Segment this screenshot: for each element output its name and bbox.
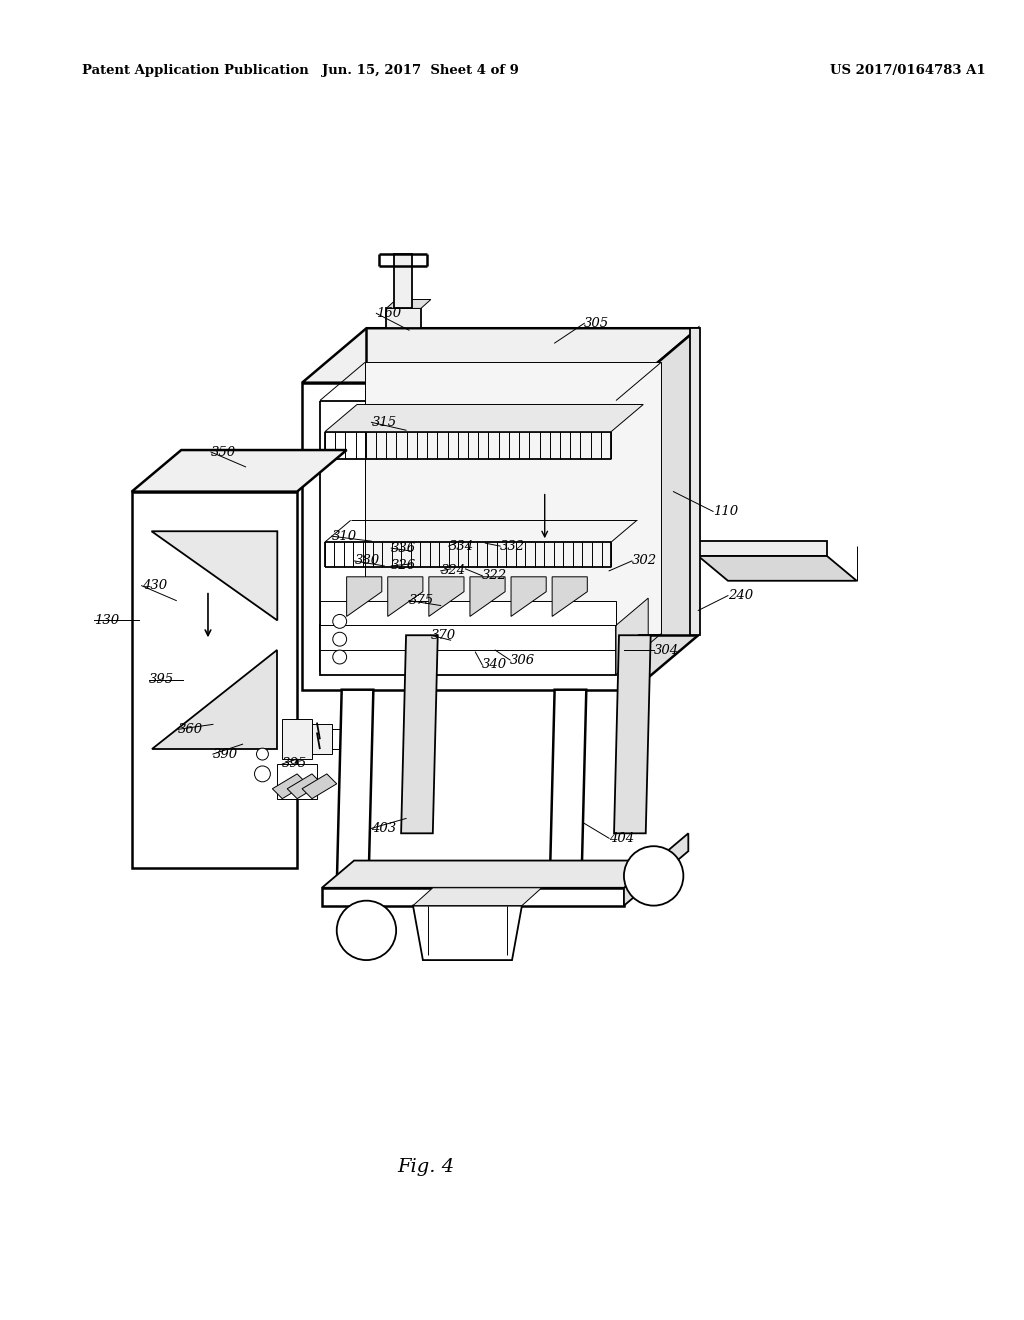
Bar bbox=[386, 309, 421, 329]
Polygon shape bbox=[413, 906, 522, 960]
Text: 390: 390 bbox=[213, 747, 238, 760]
Polygon shape bbox=[337, 690, 374, 888]
Circle shape bbox=[256, 748, 268, 760]
Bar bbox=[639, 635, 648, 690]
Bar bbox=[690, 329, 700, 635]
Text: 160: 160 bbox=[377, 306, 401, 319]
Text: 360: 360 bbox=[178, 723, 204, 735]
Polygon shape bbox=[386, 300, 431, 309]
Polygon shape bbox=[552, 577, 588, 616]
Text: 334: 334 bbox=[449, 540, 474, 553]
Polygon shape bbox=[429, 577, 464, 616]
Polygon shape bbox=[624, 833, 688, 906]
Text: 310: 310 bbox=[332, 529, 357, 543]
Polygon shape bbox=[302, 774, 337, 799]
Polygon shape bbox=[365, 363, 662, 634]
Polygon shape bbox=[698, 541, 827, 556]
Text: Fig. 4: Fig. 4 bbox=[397, 1158, 455, 1176]
Text: 332: 332 bbox=[500, 540, 525, 553]
Bar bbox=[278, 764, 316, 799]
Text: 395: 395 bbox=[148, 673, 174, 686]
Text: Jun. 15, 2017  Sheet 4 of 9: Jun. 15, 2017 Sheet 4 of 9 bbox=[323, 65, 519, 78]
Polygon shape bbox=[302, 383, 634, 690]
Polygon shape bbox=[322, 861, 656, 888]
Text: US 2017/0164783 A1: US 2017/0164783 A1 bbox=[829, 65, 985, 78]
Bar bbox=[283, 719, 312, 759]
Polygon shape bbox=[511, 577, 546, 616]
Bar bbox=[319, 601, 616, 626]
Polygon shape bbox=[325, 404, 643, 432]
Circle shape bbox=[255, 766, 270, 781]
Polygon shape bbox=[152, 531, 278, 620]
Text: 430: 430 bbox=[141, 579, 167, 593]
Text: 306: 306 bbox=[510, 653, 536, 667]
Circle shape bbox=[624, 846, 683, 906]
Text: 336: 336 bbox=[391, 541, 417, 554]
Polygon shape bbox=[470, 577, 505, 616]
Bar bbox=[312, 725, 332, 754]
Bar bbox=[319, 626, 616, 675]
Text: 322: 322 bbox=[482, 569, 508, 582]
Polygon shape bbox=[616, 598, 648, 675]
Text: 110: 110 bbox=[713, 506, 738, 517]
Polygon shape bbox=[152, 649, 278, 750]
Text: Patent Application Publication: Patent Application Publication bbox=[82, 65, 309, 78]
Polygon shape bbox=[302, 329, 698, 383]
Bar bbox=[394, 253, 412, 309]
Text: 326: 326 bbox=[391, 560, 417, 573]
Text: 380: 380 bbox=[354, 554, 380, 568]
Text: 350: 350 bbox=[211, 446, 237, 458]
Circle shape bbox=[337, 900, 396, 960]
Text: 404: 404 bbox=[609, 832, 634, 845]
Polygon shape bbox=[698, 556, 857, 581]
Text: 324: 324 bbox=[440, 565, 466, 577]
Polygon shape bbox=[132, 491, 297, 869]
Polygon shape bbox=[413, 888, 542, 906]
Circle shape bbox=[333, 614, 347, 628]
Text: 370: 370 bbox=[431, 628, 456, 642]
Circle shape bbox=[333, 649, 347, 664]
Polygon shape bbox=[634, 329, 698, 690]
Bar bbox=[322, 888, 624, 906]
Polygon shape bbox=[550, 690, 587, 888]
Text: 395: 395 bbox=[283, 758, 307, 771]
Text: 302: 302 bbox=[632, 554, 657, 568]
Circle shape bbox=[333, 632, 347, 645]
Text: 315: 315 bbox=[372, 416, 396, 429]
Polygon shape bbox=[388, 577, 423, 616]
Text: 375: 375 bbox=[409, 594, 434, 607]
Text: 130: 130 bbox=[94, 614, 119, 627]
Text: 305: 305 bbox=[585, 317, 609, 330]
Polygon shape bbox=[272, 774, 307, 799]
Text: 240: 240 bbox=[728, 589, 753, 602]
Polygon shape bbox=[347, 577, 382, 616]
Polygon shape bbox=[132, 450, 347, 491]
Bar bbox=[332, 730, 347, 750]
Polygon shape bbox=[287, 774, 322, 799]
Text: 403: 403 bbox=[372, 822, 396, 834]
Polygon shape bbox=[614, 635, 650, 833]
Text: 304: 304 bbox=[653, 644, 679, 656]
Polygon shape bbox=[401, 635, 437, 833]
Text: 340: 340 bbox=[482, 659, 508, 672]
